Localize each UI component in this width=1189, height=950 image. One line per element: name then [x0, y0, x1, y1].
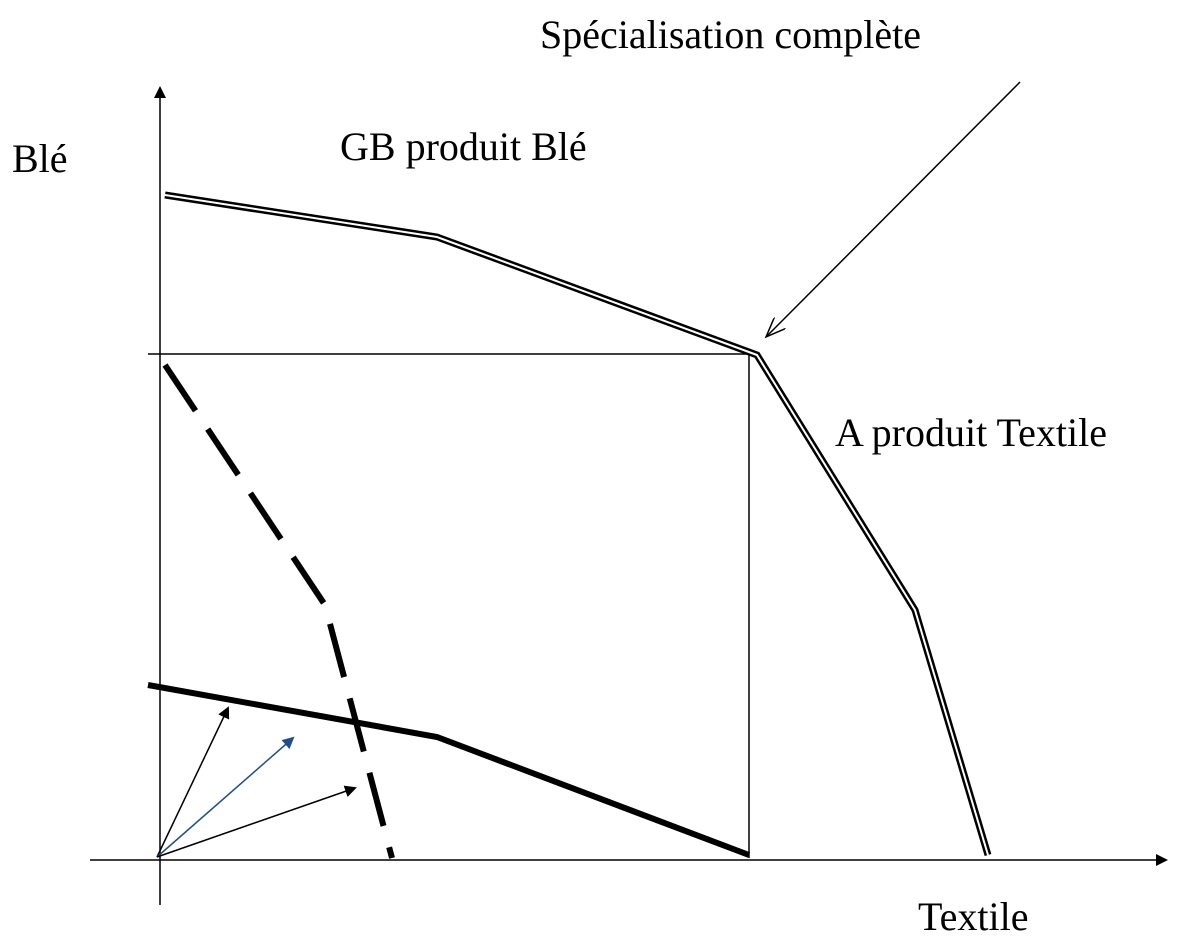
dashed-frontier	[162, 363, 395, 859]
arrow-blue	[156, 736, 295, 858]
x-axis-label: Textile	[918, 894, 1029, 939]
label-a: A produit Textile	[835, 410, 1107, 455]
pointer-arrow	[766, 81, 1021, 337]
label-gb: GB produit Blé	[340, 124, 587, 169]
world-frontier	[164, 191, 992, 856]
arrow	[156, 706, 230, 858]
label-specialisation: Spécialisation complète	[540, 12, 921, 57]
solid-frontier	[147, 682, 751, 858]
y-axis-label: Blé	[12, 136, 68, 181]
arrow	[156, 785, 357, 858]
